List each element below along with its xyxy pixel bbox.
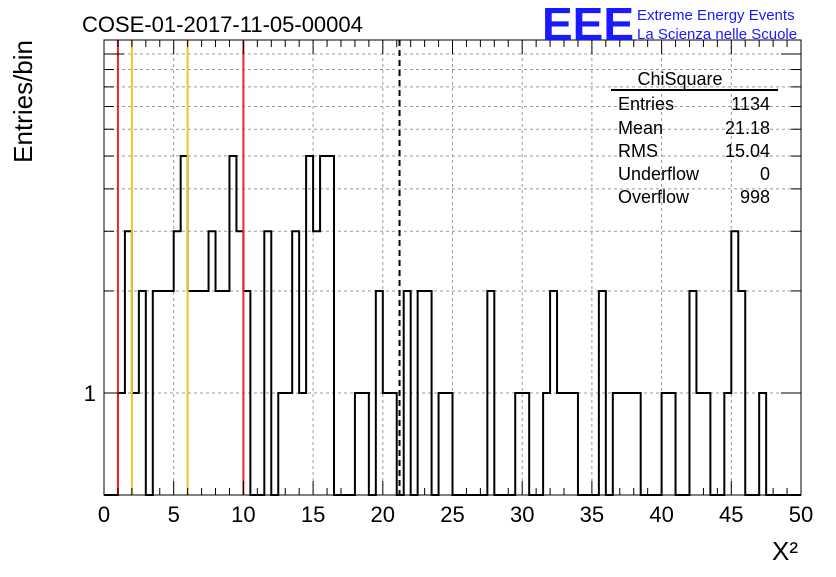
logo-mark: EEE — [542, 0, 634, 50]
x-axis-label: X² — [772, 536, 798, 566]
stats-label-mean: Mean — [618, 118, 663, 138]
x-tick-label: 0 — [98, 502, 110, 527]
stats-box-title: ChiSquare — [637, 69, 722, 89]
stats-value-mean: 21.18 — [725, 118, 770, 138]
x-tick-label: 50 — [789, 502, 813, 527]
stats-label-rms: RMS — [618, 141, 658, 161]
chart-title: COSE-01-2017-11-05-00004 — [82, 12, 363, 37]
tick-labels: 0 5 10 15 20 25 30 35 40 45 50 1 — [84, 381, 813, 527]
x-tick-label: 25 — [440, 502, 464, 527]
logo-line1: Extreme Energy Events — [637, 7, 795, 24]
stats-value-underflow: 0 — [760, 164, 770, 184]
y-axis-label: Entries/bin — [8, 40, 38, 163]
stats-label-entries: Entries — [618, 94, 674, 114]
logo-line2: La Scienza nelle Scuole — [637, 26, 797, 43]
x-tick-label: 40 — [649, 502, 673, 527]
stats-value-entries: 1134 — [731, 94, 770, 114]
axis-ticks — [103, 40, 802, 495]
eee-logo: EEE Extreme Energy Events La Scienza nel… — [542, 0, 797, 50]
stats-box: ChiSquare Entries 1134 Mean 21.18 RMS 15… — [611, 69, 778, 207]
stats-value-overflow: 998 — [740, 187, 770, 207]
x-tick-label: 30 — [510, 502, 534, 527]
stats-label-underflow: Underflow — [618, 164, 700, 184]
x-tick-label: 45 — [719, 502, 743, 527]
stats-label-overflow: Overflow — [618, 187, 690, 207]
reference-lines — [116, 40, 401, 495]
x-tick-label: 10 — [231, 502, 255, 527]
x-tick-label: 20 — [371, 502, 395, 527]
x-tick-label: 15 — [301, 502, 325, 527]
y-tick-label: 1 — [84, 381, 96, 406]
x-tick-label: 5 — [168, 502, 180, 527]
stats-value-rms: 15.04 — [725, 141, 770, 161]
x-tick-label: 35 — [580, 502, 604, 527]
